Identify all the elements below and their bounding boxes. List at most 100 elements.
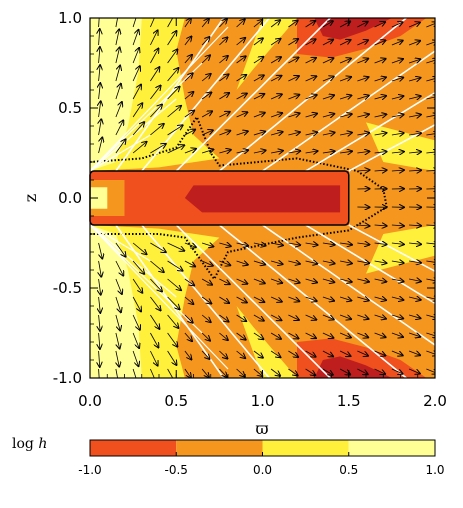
velocity-arrow (270, 39, 280, 46)
velocity-arrow (288, 113, 299, 117)
velocity-arrow (426, 152, 435, 153)
region-yellow-strip-lower (236, 306, 297, 378)
velocity-arrow (357, 40, 368, 46)
velocity-arrow (305, 332, 316, 338)
field-line (90, 26, 229, 172)
velocity-arrow (236, 368, 245, 377)
velocity-arrow (132, 66, 140, 82)
velocity-arrow (305, 279, 317, 282)
velocity-arrow (253, 38, 263, 46)
velocity-arrow (270, 314, 281, 320)
velocity-arrow (374, 96, 387, 99)
x-tick-label: 1.0 (251, 392, 275, 410)
velocity-arrow (305, 368, 316, 375)
velocity-arrow (340, 151, 352, 153)
velocity-arrow (167, 145, 185, 154)
velocity-arrow (305, 243, 318, 245)
velocity-arrow (99, 314, 101, 331)
y-axis-title: z (21, 194, 40, 202)
velocity-arrow (322, 279, 334, 282)
colorbar-band (262, 440, 349, 456)
velocity-arrow (167, 125, 183, 136)
velocity-arrow (236, 94, 247, 100)
velocity-arrow (184, 314, 193, 323)
field-line (90, 224, 203, 334)
velocity-arrow (201, 37, 209, 46)
velocity-arrow (391, 96, 404, 99)
velocity-arrow (236, 131, 248, 135)
velocity-arrow (201, 332, 210, 341)
velocity-arrow (184, 260, 195, 266)
field-line (175, 224, 331, 378)
velocity-arrow (236, 112, 248, 118)
velocity-arrow (288, 368, 297, 375)
velocity-arrow (357, 114, 369, 117)
velocity-arrow (271, 151, 283, 153)
velocity-arrow (409, 96, 421, 99)
velocity-arrow (132, 350, 138, 366)
velocity-arrow (115, 260, 123, 276)
velocity-arrow (339, 114, 352, 117)
velocity-arrow (253, 261, 265, 265)
colorbar: log h -1.0 -0.5 0.0 0.5 1.0 (12, 436, 445, 477)
velocity-arrow (115, 18, 118, 28)
velocity-arrow (391, 315, 403, 319)
velocity-arrow (374, 333, 386, 337)
field-line (348, 224, 435, 273)
velocity-arrow (426, 23, 435, 28)
velocity-arrow (236, 314, 247, 321)
velocity-arrow (184, 73, 193, 82)
velocity-arrow (219, 278, 229, 284)
velocity-arrow (201, 260, 213, 266)
velocity-arrow (288, 296, 299, 301)
contour-lower (90, 206, 388, 281)
velocity-arrow (236, 296, 247, 303)
velocity-arrow (288, 151, 300, 153)
y-tick-label: 0.5 (58, 99, 82, 117)
velocity-arrow (426, 297, 435, 300)
velocity-arrow (99, 83, 101, 100)
field-line (90, 134, 151, 172)
velocity-arrow (98, 138, 103, 154)
velocity-arrow (132, 332, 139, 348)
velocity-arrow (271, 243, 283, 245)
velocity-arrow (391, 279, 404, 282)
velocity-arrow (391, 59, 403, 63)
velocity-arrow (357, 279, 369, 282)
velocity-arrow (322, 314, 334, 319)
velocity-arrow (391, 170, 404, 171)
velocity-arrow (305, 261, 318, 264)
velocity-arrow (322, 368, 333, 375)
velocity-arrow (201, 243, 213, 247)
velocity-arrow (253, 113, 265, 118)
velocity-arrow (357, 59, 368, 64)
velocity-arrow (167, 332, 178, 347)
velocity-arrow (374, 261, 387, 263)
velocity-arrow (115, 139, 126, 154)
velocity-arrow (150, 296, 160, 310)
y-tick-label: 1.0 (58, 9, 82, 27)
velocity-arrow (219, 296, 229, 303)
field-line (305, 224, 435, 305)
velocity-arrow (98, 368, 100, 378)
field-line (305, 91, 435, 172)
velocity-arrow (150, 105, 162, 118)
velocity-arrow (201, 314, 211, 322)
colorbar-title: log h (12, 436, 47, 452)
y-tick-label: 0.0 (58, 189, 82, 207)
contours (90, 114, 388, 281)
field-line (262, 50, 435, 172)
velocity-arrow (150, 86, 160, 100)
velocity-arrow (115, 314, 120, 330)
velocity-arrow (357, 332, 368, 337)
velocity-arrow (409, 133, 421, 135)
velocity-arrow (150, 242, 165, 252)
velocity-arrow (288, 132, 300, 135)
velocity-arrow (409, 225, 421, 226)
velocity-arrow (167, 368, 176, 378)
velocity-arrow (305, 95, 317, 99)
velocity-arrow (184, 243, 196, 247)
velocity-arrow (374, 152, 387, 154)
velocity-arrow (132, 260, 144, 274)
velocity-arrow (322, 114, 334, 117)
